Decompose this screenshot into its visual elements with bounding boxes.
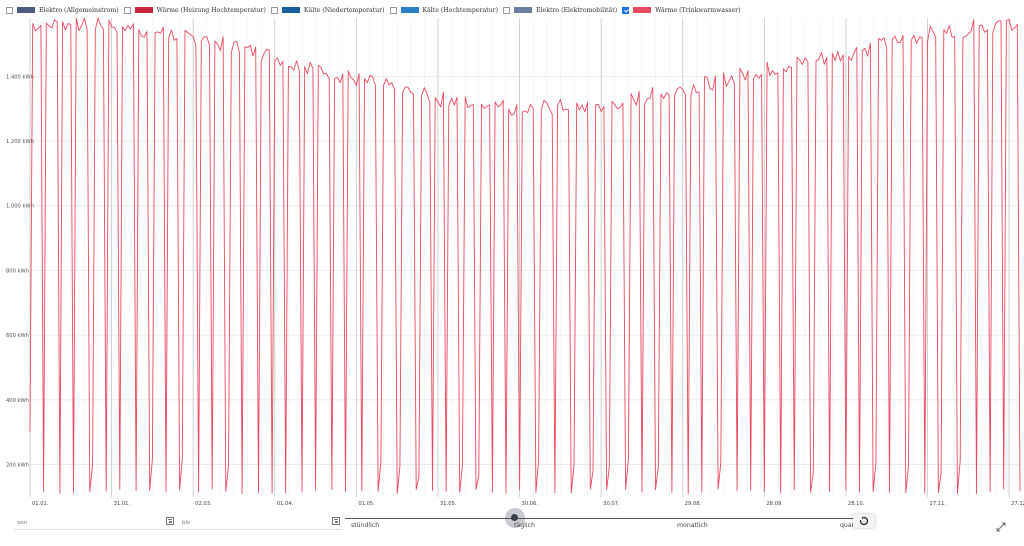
- x-tick-label: 01.05.: [358, 501, 375, 505]
- x-tick-label: 27.11.: [930, 501, 947, 505]
- legend-checkbox[interactable]: [6, 6, 13, 14]
- legend-swatch: [17, 7, 35, 13]
- to-date-input[interactable]: [179, 529, 342, 530]
- y-tick-label: 600 kWh: [6, 333, 29, 339]
- to-label: bis: [182, 520, 190, 526]
- legend-label: Kälte (Niedertemperatur): [303, 6, 385, 14]
- y-tick-label: 400 kWh: [6, 398, 29, 404]
- x-tick-label: 31.01.: [114, 501, 131, 505]
- calendar-icon-to[interactable]: [332, 517, 340, 525]
- legend-label: Elektro (Elektromobilität): [536, 6, 618, 14]
- x-tick-label: 31.05.: [440, 501, 457, 505]
- reset-button[interactable]: [853, 514, 875, 528]
- expand-icon[interactable]: [995, 518, 1007, 532]
- y-tick-label: 200 kWh: [6, 463, 29, 469]
- y-axis-labels: 200 kWh 400 kWh 600 kWh 800 kWh 1.000 kWh 1.2…: [6, 74, 34, 468]
- legend-checkbox[interactable]: [503, 6, 511, 14]
- legend-checkbox[interactable]: [123, 6, 131, 14]
- x-tick-label: 02.03.: [195, 501, 212, 505]
- legend-item[interactable]: Wärme (Heizung Hochtemperatur): [123, 6, 266, 14]
- from-date-input[interactable]: [14, 529, 177, 530]
- y-tick-label: 800 kWh: [6, 268, 29, 274]
- legend-label: Wärme (Trinkwarmwasser): [655, 6, 741, 14]
- x-tick-label: 30.06.: [522, 501, 539, 505]
- x-tick-label: 29.08.: [685, 501, 702, 505]
- legend-swatch: [400, 7, 419, 13]
- legend-checkbox[interactable]: [622, 6, 630, 14]
- legend-checkbox[interactable]: [389, 6, 397, 14]
- y-tick-label: 1.200 kWh: [6, 139, 34, 145]
- line-chart: 200 kWh 400 kWh 600 kWh 800 kWh 1.000 kWh 1.2…: [6, 17, 1024, 505]
- legend-swatch: [134, 7, 153, 13]
- calendar-icon-from[interactable]: [166, 517, 174, 525]
- legend-item[interactable]: Wärme (Trinkwarmwasser): [622, 6, 741, 14]
- resolution-option-daily[interactable]: täglich: [514, 522, 535, 529]
- y-tick-label: 1.400 kWh: [6, 74, 34, 80]
- legend-item[interactable]: Kälte (Hochtemperatur): [389, 6, 499, 14]
- legend-checkbox[interactable]: [270, 6, 278, 14]
- series-warme-trinkwarmwasser: [29, 17, 1021, 495]
- reset-icon: [859, 516, 869, 526]
- series-line: [29, 17, 1021, 495]
- from-label: von: [17, 520, 28, 526]
- x-tick-label: 01.04.: [277, 501, 294, 505]
- resolution-slider-thumb[interactable]: [511, 514, 518, 521]
- legend-item[interactable]: Elektro (Elektromobilität): [503, 6, 618, 14]
- controls-bar: von bis stündlich täglich monatlich quar…: [0, 508, 1024, 542]
- legend-label: Kälte (Hochtemperatur): [422, 6, 499, 14]
- resolution-option-monthly[interactable]: monatlich: [677, 522, 708, 529]
- resolution-option-hourly[interactable]: stündlich: [351, 522, 380, 529]
- x-axis-labels: 01.01. 31.01. 02.03. 01.04. 01.05. 31.05. 30.0…: [32, 501, 1024, 505]
- legend-swatch: [514, 7, 533, 13]
- x-tick-label: 28.10.: [848, 501, 865, 505]
- y-tick-label: 1.000 kWh: [6, 204, 34, 210]
- legend-label: Wärme (Heizung Hochtemperatur): [156, 6, 266, 14]
- x-tick-label: 01.01.: [32, 501, 49, 505]
- resolution-option-quarterly[interactable]: quartal: [840, 522, 863, 529]
- legend-item[interactable]: Kälte (Niedertemperatur): [270, 6, 385, 14]
- legend-swatch: [633, 7, 652, 13]
- legend-item[interactable]: Elektro (Allgemeinstrom): [6, 6, 119, 14]
- resolution-slider-track[interactable]: [345, 518, 855, 519]
- chart-legend: Elektro (Allgemeinstrom) Wärme (Heizung H…: [6, 4, 746, 16]
- x-tick-label: 30.07.: [603, 501, 620, 505]
- legend-swatch: [281, 7, 300, 13]
- x-tick-label: 28.09.: [766, 501, 783, 505]
- x-tick-label: 27.12.: [1011, 501, 1024, 505]
- legend-label: Elektro (Allgemeinstrom): [39, 6, 119, 14]
